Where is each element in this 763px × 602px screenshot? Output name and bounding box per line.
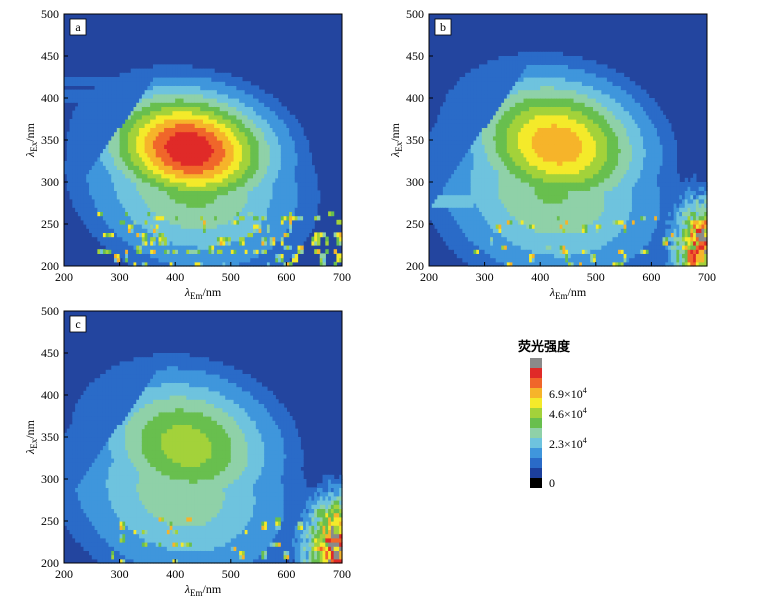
x-tick-label: 300 xyxy=(111,567,129,581)
legend-label: 6.9×104 xyxy=(549,386,587,402)
y-tick-label: 300 xyxy=(41,175,59,189)
legend-label: 0 xyxy=(549,476,555,491)
legend-title: 荧光强度 xyxy=(518,336,570,355)
panel-label: a xyxy=(75,20,81,34)
x-tick-label: 300 xyxy=(111,270,129,284)
y-tick-label: 400 xyxy=(41,91,59,105)
x-tick-label: 400 xyxy=(166,270,184,284)
colorbar-legend: 荧光强度 6.9×104 4.6×104 2.3×104 0 xyxy=(518,336,658,496)
x-axis-label: λEm/nm xyxy=(549,285,587,300)
x-tick-label: 400 xyxy=(166,567,184,581)
legend-swatch xyxy=(530,478,542,488)
x-axis-label: λEm/nm xyxy=(184,582,222,597)
y-tick-label: 250 xyxy=(406,217,424,231)
y-tick-label: 250 xyxy=(41,514,59,528)
x-tick-label: 700 xyxy=(333,270,351,284)
x-tick-label: 700 xyxy=(698,270,716,284)
x-tick-label: 400 xyxy=(531,270,549,284)
y-tick-label: 300 xyxy=(41,472,59,486)
y-tick-label: 300 xyxy=(406,175,424,189)
panel-label: c xyxy=(75,317,80,331)
y-axis-label: λEx/nm xyxy=(388,122,404,158)
legend-swatch xyxy=(530,428,542,438)
legend-swatch xyxy=(530,468,542,478)
legend-swatch xyxy=(530,358,542,368)
x-tick-label: 600 xyxy=(277,567,295,581)
legend-label: 4.6×104 xyxy=(549,406,587,422)
y-tick-label: 500 xyxy=(41,304,59,318)
y-tick-label: 450 xyxy=(41,49,59,63)
x-tick-label: 700 xyxy=(333,567,351,581)
legend-swatch xyxy=(530,368,542,378)
y-tick-label: 200 xyxy=(41,556,59,570)
x-tick-label: 500 xyxy=(222,567,240,581)
x-tick-label: 500 xyxy=(222,270,240,284)
y-tick-label: 250 xyxy=(41,217,59,231)
y-tick-label: 400 xyxy=(41,388,59,402)
legend-swatch xyxy=(530,458,542,468)
y-tick-label: 350 xyxy=(406,133,424,147)
legend-swatch xyxy=(530,408,542,418)
x-tick-label: 500 xyxy=(587,270,605,284)
y-tick-label: 200 xyxy=(406,259,424,273)
y-tick-label: 350 xyxy=(41,430,59,444)
y-axis-label: λEx/nm xyxy=(23,122,39,158)
y-tick-label: 350 xyxy=(41,133,59,147)
y-tick-label: 450 xyxy=(41,346,59,360)
y-tick-label: 500 xyxy=(41,7,59,21)
legend-swatch xyxy=(530,378,542,388)
legend-swatch xyxy=(530,418,542,428)
y-tick-label: 400 xyxy=(406,91,424,105)
legend-swatch xyxy=(530,438,542,448)
legend-swatch xyxy=(530,388,542,398)
y-tick-label: 450 xyxy=(406,49,424,63)
panel-label: b xyxy=(440,20,446,34)
x-tick-label: 300 xyxy=(476,270,494,284)
legend-swatch xyxy=(530,448,542,458)
y-tick-label: 200 xyxy=(41,259,59,273)
legend-label: 2.3×104 xyxy=(549,436,587,452)
y-tick-label: 500 xyxy=(406,7,424,21)
y-axis-label: λEx/nm xyxy=(23,419,39,455)
x-tick-label: 600 xyxy=(277,270,295,284)
x-tick-label: 600 xyxy=(642,270,660,284)
legend-swatch xyxy=(530,398,542,408)
